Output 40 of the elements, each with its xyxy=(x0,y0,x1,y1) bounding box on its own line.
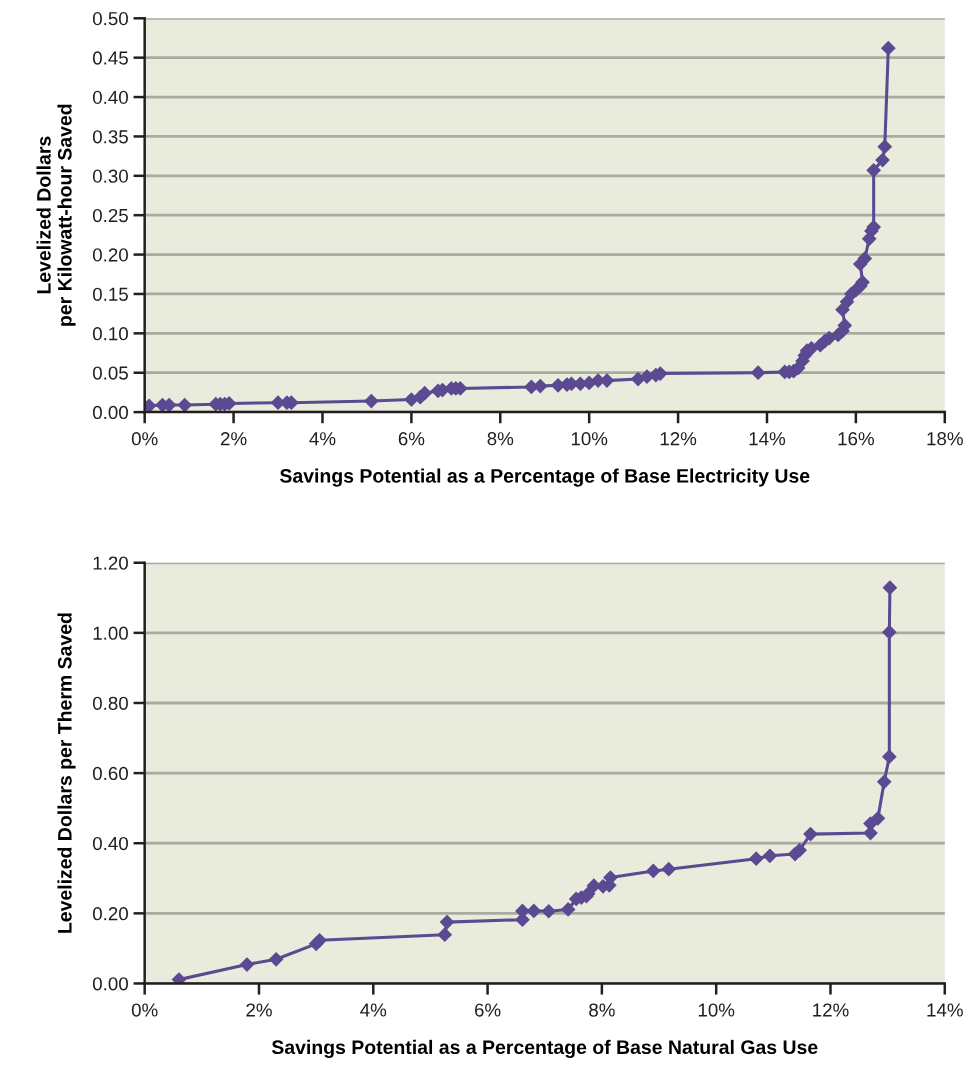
y-tick-label: 0.50 xyxy=(92,11,128,26)
x-axis-title: Savings Potential as a Percentage of Base Natural Gas Use xyxy=(271,1039,818,1059)
y-tick-label: 0.00 xyxy=(92,405,128,420)
x-tick-label: 8% xyxy=(589,1003,615,1017)
x-tick-label: 8% xyxy=(487,432,514,446)
y-tick-label: 0.10 xyxy=(92,327,128,341)
x-tick-label: 6% xyxy=(398,432,425,446)
y-axis-title: Levelized Dollars per Therm Saved xyxy=(57,613,76,933)
y-tick-label: 0.20 xyxy=(92,248,128,262)
y-tick-label: 0.05 xyxy=(92,366,128,380)
x-tick-label: 16% xyxy=(838,432,874,446)
y-tick-label: 0.30 xyxy=(92,169,128,183)
x-tick-label: 6% xyxy=(474,1003,501,1017)
y-tick-label: 0.15 xyxy=(92,287,128,301)
y-axis-title: Levelized Dollars per Kilowatt-hour Saved xyxy=(36,104,76,326)
x-tick-label: 2% xyxy=(246,1003,272,1017)
y-tick-label: 0.60 xyxy=(92,766,128,781)
x-tick-label: 2% xyxy=(220,432,247,446)
x-tick-label: 4% xyxy=(360,1003,387,1017)
y-tick-label: 0.00 xyxy=(92,977,128,991)
y-tick-label: 0.80 xyxy=(92,696,128,710)
y-tick-label: 0.45 xyxy=(92,51,128,65)
y-tick-label: 1.00 xyxy=(93,626,128,640)
y-tick-label: 0.20 xyxy=(92,907,128,921)
y-tick-label: 0.25 xyxy=(92,208,128,223)
x-tick-label: 0% xyxy=(131,432,158,446)
x-axis-title: Savings Potential as a Percentage of Base Electricity Use xyxy=(279,468,810,487)
x-tick-label: 14% xyxy=(927,1003,963,1017)
y-tick-label: 1.20 xyxy=(93,556,128,570)
y-tick-label: 0.35 xyxy=(92,130,128,144)
x-tick-label: 12% xyxy=(660,432,697,446)
x-tick-label: 14% xyxy=(749,432,786,446)
y-tick-label: 0.40 xyxy=(92,836,128,851)
x-tick-label: 12% xyxy=(813,1003,849,1017)
x-tick-label: 10% xyxy=(698,1003,735,1017)
x-tick-label: 0% xyxy=(131,1003,158,1017)
x-tick-label: 4% xyxy=(309,432,336,446)
x-tick-label: 18% xyxy=(927,432,963,446)
x-tick-label: 10% xyxy=(571,432,608,446)
y-tick-label: 0.40 xyxy=(92,90,128,105)
